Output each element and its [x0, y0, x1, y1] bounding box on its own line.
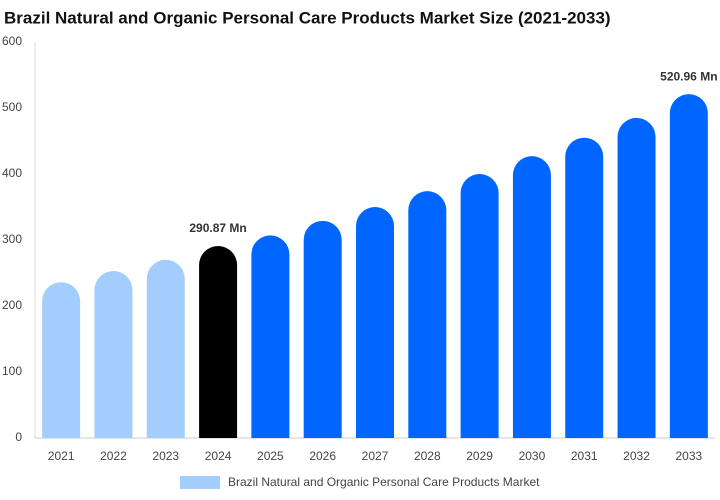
x-tick-label: 2025 — [257, 449, 284, 463]
x-tick-label: 2026 — [309, 449, 336, 463]
legend-label: Brazil Natural and Organic Personal Care… — [228, 475, 540, 489]
bar — [146, 259, 185, 438]
y-tick-label: 200 — [2, 298, 22, 312]
x-tick-label: 2032 — [623, 449, 650, 463]
x-tick-label: 2027 — [362, 449, 389, 463]
y-tick-label: 400 — [2, 166, 22, 180]
y-tick-label: 300 — [2, 232, 22, 246]
x-tick-label: 2021 — [48, 449, 75, 463]
y-tick-label: 500 — [2, 100, 22, 114]
bar — [356, 207, 394, 438]
bar — [565, 137, 604, 438]
x-tick-label: 2030 — [519, 449, 546, 463]
bar — [460, 174, 499, 438]
x-tick-label: 2022 — [100, 449, 127, 463]
x-tick-label: 2028 — [414, 449, 441, 463]
bar — [251, 235, 290, 438]
x-tick-label: 2024 — [205, 449, 232, 463]
legend-swatch — [180, 476, 220, 489]
bar — [617, 117, 656, 438]
x-tick-label: 2029 — [466, 449, 493, 463]
bar — [303, 220, 342, 438]
y-tick-label: 600 — [2, 34, 22, 48]
value-label: 290.87 Mn — [189, 221, 246, 235]
bar — [408, 191, 447, 438]
bar — [669, 94, 708, 439]
bar — [199, 246, 238, 438]
x-tick-label: 2031 — [571, 449, 598, 463]
value-label: 520.96 Mn — [660, 69, 717, 83]
x-tick-label: 2023 — [152, 449, 179, 463]
y-tick-label: 0 — [15, 430, 22, 444]
bar — [94, 271, 133, 438]
x-tick-label: 2033 — [675, 449, 702, 463]
bar — [42, 282, 81, 438]
bar — [512, 156, 551, 438]
chart-title: Brazil Natural and Organic Personal Care… — [4, 8, 611, 27]
y-tick-label: 100 — [2, 364, 22, 378]
